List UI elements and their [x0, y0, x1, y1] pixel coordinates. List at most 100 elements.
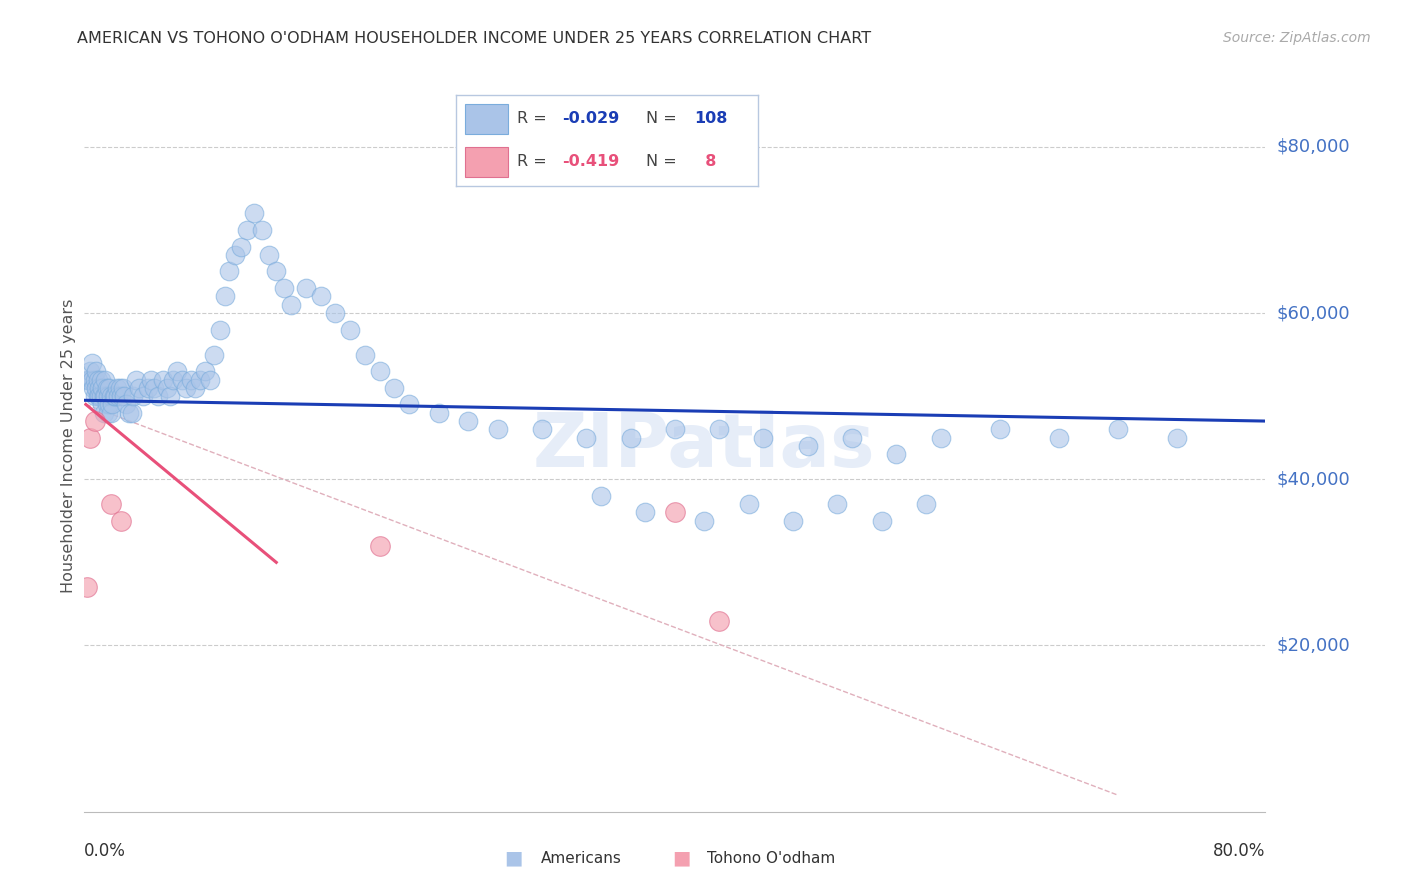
Text: 80.0%: 80.0%: [1213, 842, 1265, 860]
Point: [121, 406, 143, 420]
Point: [752, 431, 775, 445]
Point: [194, 364, 217, 378]
Text: Tohono O'odham: Tohono O'odham: [707, 851, 835, 865]
Point: [202, 347, 225, 362]
Point: [634, 506, 657, 520]
Point: [108, 381, 131, 395]
Point: [90, 372, 112, 386]
Point: [96, 381, 118, 395]
Point: [398, 397, 420, 411]
Point: [139, 372, 162, 386]
Text: Source: ZipAtlas.com: Source: ZipAtlas.com: [1223, 31, 1371, 45]
Point: [80, 372, 103, 386]
Point: [86, 372, 108, 386]
Point: [83, 389, 105, 403]
Point: [128, 381, 150, 395]
Point: [886, 447, 908, 461]
Point: [156, 381, 179, 395]
Point: [142, 381, 165, 395]
Point: [162, 372, 184, 386]
Text: $40,000: $40,000: [1277, 470, 1350, 488]
Point: [83, 372, 105, 386]
Point: [180, 372, 202, 386]
Point: [112, 389, 135, 403]
Point: [280, 298, 302, 312]
Point: [457, 414, 479, 428]
Point: [266, 264, 288, 278]
Text: AMERICAN VS TOHONO O'ODHAM HOUSEHOLDER INCOME UNDER 25 YEARS CORRELATION CHART: AMERICAN VS TOHONO O'ODHAM HOUSEHOLDER I…: [77, 31, 872, 46]
Point: [929, 431, 952, 445]
Point: [90, 389, 112, 403]
Point: [693, 514, 716, 528]
Point: [110, 389, 132, 403]
Point: [738, 497, 761, 511]
Point: [101, 397, 124, 411]
Point: [591, 489, 613, 503]
Point: [273, 281, 295, 295]
Point: [136, 381, 159, 395]
Point: [198, 372, 221, 386]
Y-axis label: Householder Income Under 25 years: Householder Income Under 25 years: [60, 299, 76, 593]
Point: [782, 514, 804, 528]
Text: Americans: Americans: [541, 851, 623, 865]
Point: [368, 539, 391, 553]
Point: [148, 389, 170, 403]
Point: [79, 431, 101, 445]
Point: [98, 397, 121, 411]
Point: [97, 406, 120, 420]
Point: [76, 580, 98, 594]
Point: [159, 389, 181, 403]
Point: [94, 372, 117, 386]
Point: [841, 431, 863, 445]
Point: [170, 372, 193, 386]
Point: [1107, 422, 1129, 436]
Point: [214, 289, 236, 303]
Point: [132, 389, 155, 403]
Point: [98, 381, 121, 395]
Text: ■: ■: [672, 848, 692, 868]
Point: [309, 289, 332, 303]
Point: [827, 497, 849, 511]
Point: [100, 389, 122, 403]
Point: [105, 381, 128, 395]
Point: [96, 397, 118, 411]
Point: [295, 281, 318, 295]
Point: [166, 364, 188, 378]
Text: $60,000: $60,000: [1277, 304, 1350, 322]
Point: [125, 372, 148, 386]
Point: [224, 248, 246, 262]
Point: [184, 381, 207, 395]
Point: [93, 389, 115, 403]
Point: [229, 239, 252, 253]
Point: [84, 364, 107, 378]
Point: [709, 614, 731, 628]
Point: [575, 431, 598, 445]
Text: $80,000: $80,000: [1277, 137, 1350, 156]
Point: [76, 372, 98, 386]
Point: [174, 381, 197, 395]
Text: ZIPatlas: ZIPatlas: [533, 409, 876, 483]
Text: ■: ■: [503, 848, 523, 868]
Point: [77, 372, 100, 386]
Point: [82, 381, 104, 395]
Point: [100, 406, 122, 420]
Point: [188, 372, 211, 386]
Point: [118, 406, 141, 420]
Point: [797, 439, 820, 453]
Point: [100, 497, 122, 511]
Point: [97, 389, 120, 403]
Point: [91, 381, 114, 395]
Point: [1166, 431, 1188, 445]
Point: [620, 431, 643, 445]
Point: [354, 347, 377, 362]
Text: 0.0%: 0.0%: [84, 842, 127, 860]
Point: [110, 514, 132, 528]
Point: [104, 389, 127, 403]
Point: [87, 389, 111, 403]
Point: [664, 506, 686, 520]
Point: [988, 422, 1011, 436]
Point: [664, 422, 686, 436]
Point: [486, 422, 509, 436]
Point: [111, 381, 134, 395]
Point: [83, 414, 105, 428]
